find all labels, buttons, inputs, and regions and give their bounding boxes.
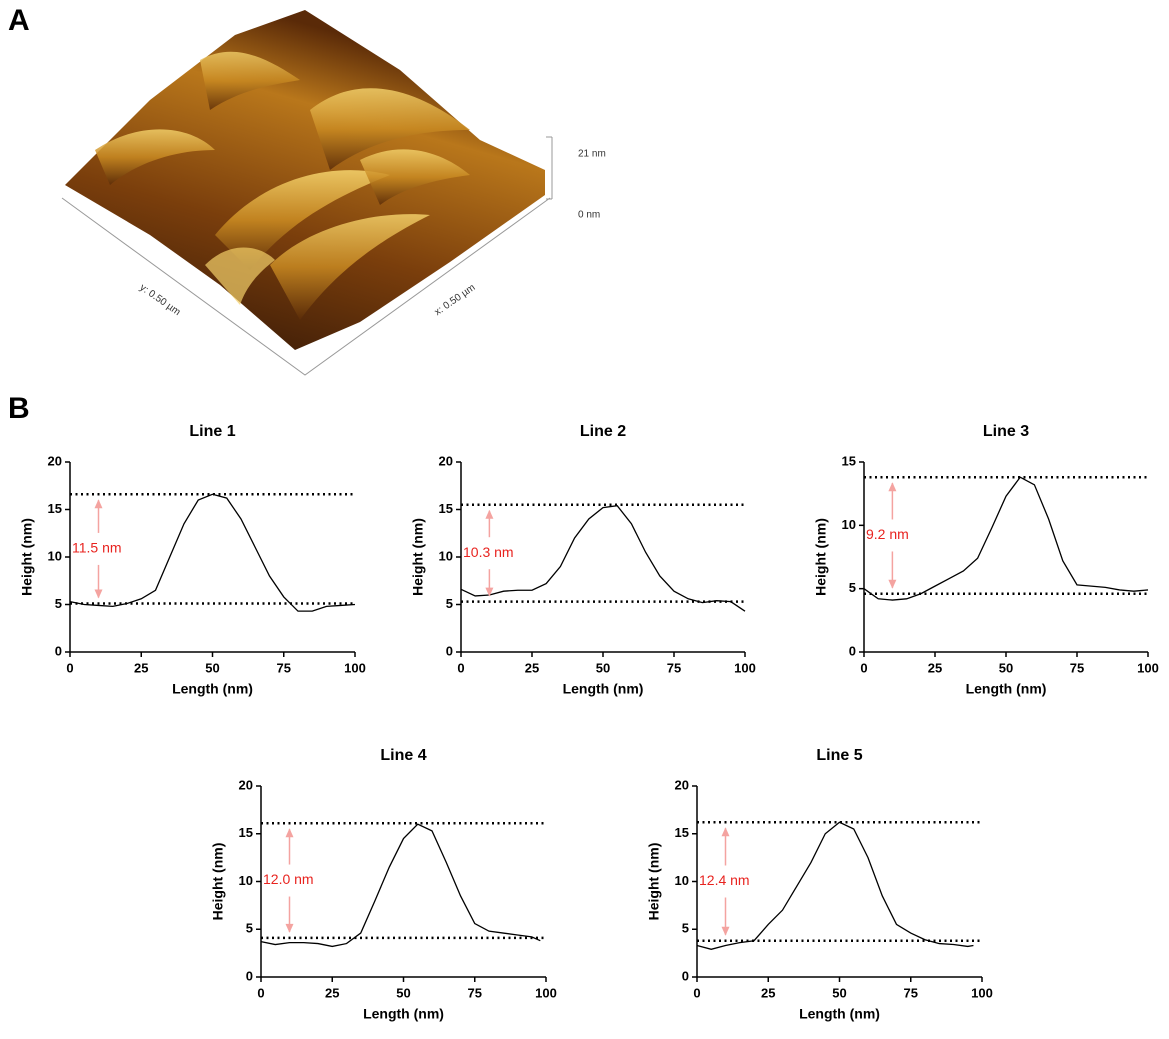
line-chart: Line 4 0 5 10 15 20 0 25 50 75 100 Length (nm) Heigh…: [210, 747, 557, 1021]
annotation: 10.3 nm: [463, 544, 514, 560]
y-tick-label: 0: [446, 643, 453, 658]
y-tick-label: 15: [439, 501, 453, 516]
chart-title: Line 4: [380, 747, 426, 764]
arrow-head: [286, 924, 294, 933]
y-tick-label: 20: [239, 777, 253, 792]
y-tick-label: 5: [55, 596, 62, 611]
x-axis-label: x: 0.50 µm: [433, 282, 478, 318]
x-tick-label: 25: [134, 660, 148, 675]
annotation: 11.5 nm: [72, 540, 122, 556]
y-tick-label: 5: [682, 921, 689, 936]
arrow-head: [485, 510, 493, 519]
y-tick-label: 15: [675, 825, 689, 840]
x-tick-label: 50: [596, 660, 610, 675]
x-tick-label: 0: [257, 985, 264, 1000]
annotation: 12.4 nm: [699, 872, 750, 888]
x-tick-label: 50: [999, 660, 1013, 675]
y-axis-label: y: 0.50 µm: [138, 282, 183, 318]
y-tick-label: 0: [682, 968, 689, 983]
x-tick-label: 75: [277, 660, 291, 675]
panel-label: A: [8, 4, 30, 37]
y-tick-label: 15: [48, 501, 62, 516]
arrow-head: [722, 927, 730, 936]
afm-surface: [62, 10, 552, 375]
x-tick-label: 100: [734, 660, 756, 675]
y-tick-label: 5: [446, 596, 453, 611]
y-axis-title: Height (nm): [813, 518, 829, 596]
x-tick-label: 100: [1137, 660, 1159, 675]
x-axis-title: Length (nm): [966, 681, 1047, 697]
y-axis-title: Height (nm): [210, 843, 226, 921]
y-tick-label: 5: [849, 580, 856, 595]
z-max-label: 21 nm: [578, 149, 606, 160]
chart-title: Line 2: [580, 423, 626, 440]
x-tick-label: 100: [344, 660, 366, 675]
y-tick-label: 10: [439, 548, 453, 563]
line-chart: Line 5 0 5 10 15 20 0 25 50 75 100 Length (nm) Heigh…: [646, 747, 993, 1021]
arrow-head: [722, 827, 730, 836]
x-tick-label: 75: [904, 985, 918, 1000]
y-tick-label: 10: [239, 873, 253, 888]
arrow-head: [95, 590, 103, 599]
line-chart: Line 2 0 5 10 15 20 0 25 50 75 100 Length (nm) Heigh…: [410, 423, 756, 696]
y-tick-label: 15: [842, 453, 856, 468]
x-tick-label: 25: [325, 985, 339, 1000]
y-tick-label: 5: [246, 921, 253, 936]
annotation: 12.0 nm: [263, 871, 314, 887]
x-axis-title: Length (nm): [363, 1006, 444, 1022]
y-tick-label: 0: [246, 968, 253, 983]
y-tick-label: 10: [842, 517, 856, 532]
annotation: 9.2 nm: [866, 526, 909, 542]
x-tick-label: 0: [860, 660, 867, 675]
line-chart: Line 1 0 5 10 15 20 0 25 50 75 100 Length (nm) Heigh…: [19, 423, 366, 696]
x-tick-label: 0: [66, 660, 73, 675]
x-axis-title: Length (nm): [799, 1006, 880, 1022]
y-tick-label: 20: [675, 777, 689, 792]
x-tick-label: 0: [457, 660, 464, 675]
arrow-head: [286, 828, 294, 837]
page: A 21 nm 0 nm y: 0.50 µm x: 0.50 µm B Lin…: [0, 0, 1169, 1039]
y-tick-label: 20: [48, 453, 62, 468]
x-tick-label: 50: [205, 660, 219, 675]
chart-title: Line 1: [189, 423, 235, 440]
y-axis-title: Height (nm): [646, 843, 662, 921]
chart-title: Line 5: [816, 747, 862, 764]
x-axis-title: Length (nm): [563, 681, 644, 697]
x-tick-label: 50: [832, 985, 846, 1000]
arrow-head: [888, 580, 896, 589]
y-tick-label: 10: [48, 548, 62, 563]
x-tick-label: 0: [693, 985, 700, 1000]
x-tick-label: 25: [761, 985, 775, 1000]
x-tick-label: 75: [468, 985, 482, 1000]
x-tick-label: 100: [971, 985, 993, 1000]
panel-label: B: [8, 392, 30, 425]
arrow-head: [95, 499, 103, 508]
x-tick-label: 100: [535, 985, 557, 1000]
y-axis-title: Height (nm): [19, 518, 35, 596]
y-tick-label: 0: [55, 643, 62, 658]
y-tick-label: 10: [675, 873, 689, 888]
z-min-label: 0 nm: [578, 210, 600, 221]
x-tick-label: 25: [928, 660, 942, 675]
x-tick-label: 25: [525, 660, 539, 675]
arrow-head: [888, 482, 896, 491]
x-tick-label: 75: [1070, 660, 1084, 675]
y-axis-title: Height (nm): [410, 518, 426, 596]
y-tick-label: 20: [439, 453, 453, 468]
figure: A 21 nm 0 nm y: 0.50 µm x: 0.50 µm B Lin…: [0, 0, 1169, 1034]
y-tick-label: 15: [239, 825, 253, 840]
x-tick-label: 50: [396, 985, 410, 1000]
chart-title: Line 3: [983, 423, 1029, 440]
x-tick-label: 75: [667, 660, 681, 675]
x-axis-title: Length (nm): [172, 681, 253, 697]
line-chart: Line 3 0 5 10 15 0 25 50 75 100 Length (nm) Height …: [813, 423, 1159, 696]
y-tick-label: 0: [849, 643, 856, 658]
